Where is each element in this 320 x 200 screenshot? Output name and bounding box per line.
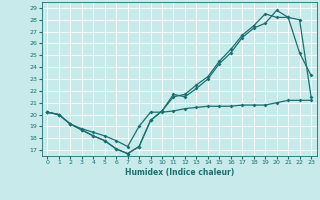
X-axis label: Humidex (Indice chaleur): Humidex (Indice chaleur) [124, 168, 234, 177]
